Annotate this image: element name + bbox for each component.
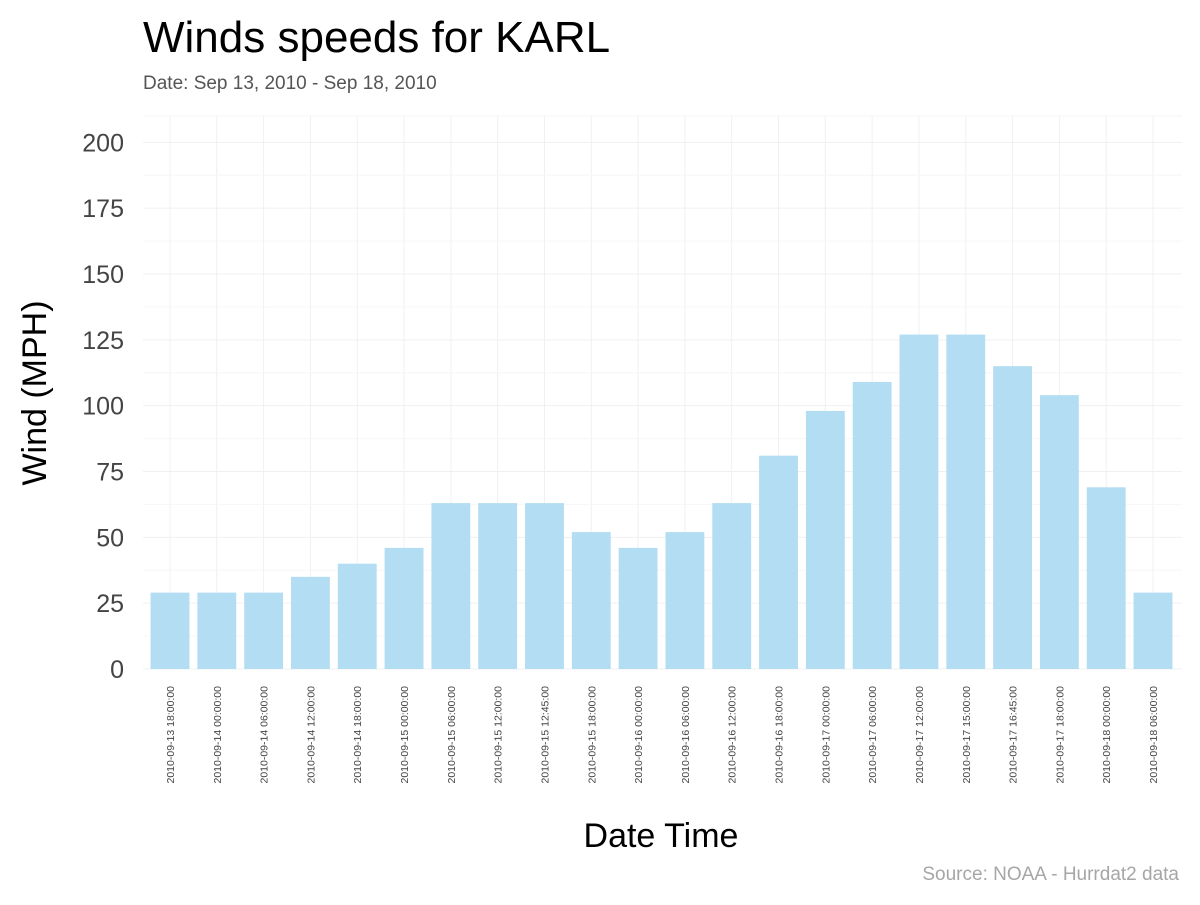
bar: [197, 592, 237, 669]
bar: [478, 503, 518, 669]
bar: [571, 532, 611, 669]
bars: [150, 334, 1173, 669]
bar: [946, 334, 986, 669]
bar: [150, 592, 190, 669]
bar: [244, 592, 284, 669]
x-tick-label: 2010-09-18 00:00:00: [1101, 686, 1113, 784]
bar: [525, 503, 564, 669]
y-tick-label: 0: [110, 656, 124, 684]
x-tick-label: 2010-09-14 00:00:00: [212, 686, 224, 784]
x-tick-label: 2010-09-16 00:00:00: [633, 686, 645, 784]
x-tick-label: 2010-09-17 18:00:00: [1054, 686, 1066, 784]
bar: [1086, 487, 1126, 669]
x-tick-label: 2010-09-15 06:00:00: [446, 686, 458, 784]
x-tick-label: 2010-09-16 12:00:00: [727, 686, 739, 784]
y-tick-label: 175: [82, 195, 124, 223]
y-tick-label: 75: [96, 459, 124, 487]
x-tick-label: 2010-09-15 12:00:00: [493, 686, 505, 784]
x-tick-label: 2010-09-16 06:00:00: [680, 686, 692, 784]
x-tick-label: 2010-09-17 12:00:00: [914, 686, 926, 784]
y-axis-ticks: 0 25 50 75 100 125 150 175 200: [82, 129, 124, 684]
x-tick-label: 2010-09-14 12:00:00: [305, 686, 317, 784]
y-tick-label: 50: [96, 524, 124, 552]
bar: [431, 503, 471, 669]
bar: [852, 381, 892, 669]
bar: [805, 410, 845, 669]
y-tick-label: 125: [82, 327, 124, 355]
y-tick-label: 200: [82, 129, 124, 157]
bar: [291, 576, 330, 669]
bar: [1133, 592, 1173, 669]
y-axis-label: Wind (MPH): [16, 300, 54, 485]
x-tick-label: 2010-09-14 06:00:00: [259, 686, 271, 784]
y-tick-label: 100: [82, 393, 124, 421]
chart-caption: Source: NOAA - Hurrdat2 data: [922, 864, 1179, 885]
bar: [384, 547, 424, 669]
bar: [759, 455, 798, 669]
y-tick-label: 25: [96, 590, 124, 618]
x-tick-label: 2010-09-17 06:00:00: [867, 686, 879, 784]
chart-subtitle: Date: Sep 13, 2010 - Sep 18, 2010: [143, 73, 437, 94]
x-tick-label: 2010-09-15 12:45:00: [539, 686, 551, 784]
x-tick-label: 2010-09-17 15:00:00: [961, 686, 973, 784]
bar: [993, 366, 1032, 669]
bar: [712, 503, 752, 669]
x-axis-ticks: 2010-09-13 18:00:00 2010-09-14 00:00:00 20…: [165, 686, 1160, 784]
x-axis-label: Date Time: [584, 817, 739, 855]
x-tick-label: 2010-09-17 00:00:00: [820, 686, 832, 784]
bar: [337, 563, 377, 669]
bar: [899, 334, 939, 669]
x-tick-label: 2010-09-15 18:00:00: [586, 686, 598, 784]
bar: [665, 532, 705, 669]
x-tick-label: 2010-09-16 18:00:00: [774, 686, 786, 784]
bar: [1039, 395, 1079, 669]
y-tick-label: 150: [82, 261, 124, 289]
x-tick-label: 2010-09-14 18:00:00: [352, 686, 364, 784]
bar: [618, 547, 658, 669]
x-tick-label: 2010-09-15 00:00:00: [399, 686, 411, 784]
chart-title: Winds speeds for KARL: [143, 13, 610, 62]
x-tick-label: 2010-09-13 18:00:00: [165, 686, 177, 784]
x-tick-label: 2010-09-18 06:00:00: [1148, 686, 1160, 784]
x-tick-label: 2010-09-17 16:45:00: [1008, 686, 1020, 784]
